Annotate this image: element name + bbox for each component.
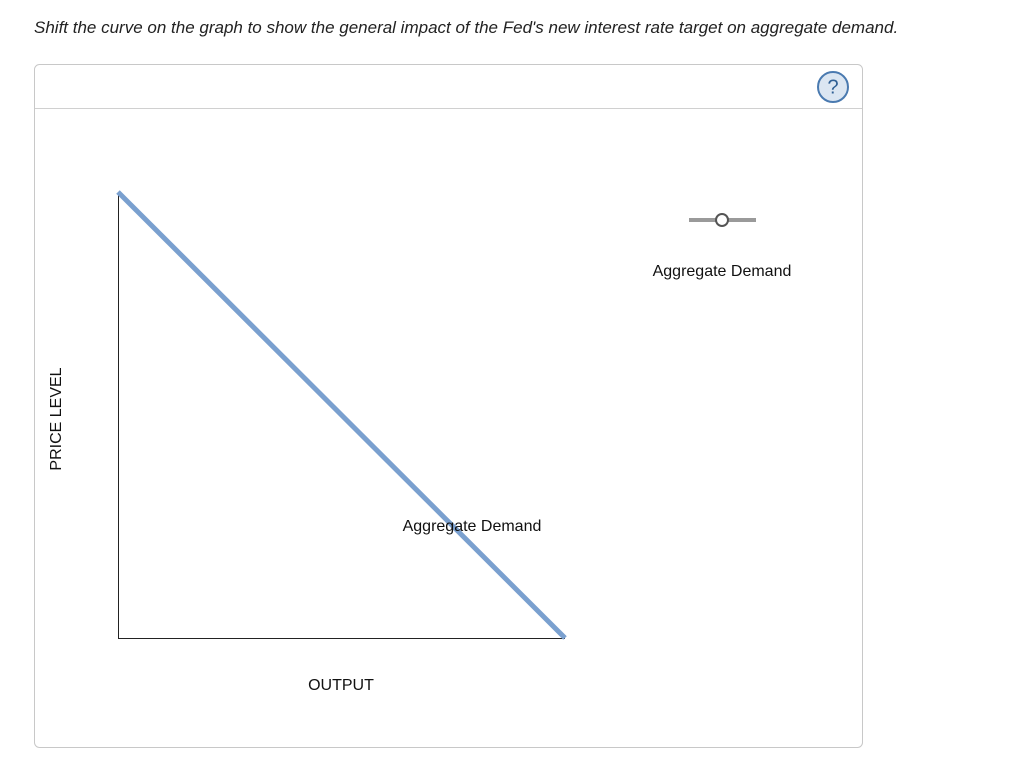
x-axis-label: OUTPUT bbox=[308, 677, 374, 694]
help-button[interactable]: ? bbox=[817, 71, 849, 103]
instruction: Shift the curve on the graph to show the… bbox=[34, 18, 899, 37]
curve-label: Aggregate Demand bbox=[403, 518, 542, 535]
panel-frame bbox=[34, 64, 863, 748]
palette-tool[interactable] bbox=[689, 213, 756, 227]
tool-handle[interactable] bbox=[715, 213, 729, 227]
tool-label: Aggregate Demand bbox=[653, 263, 792, 280]
help-icon[interactable]: ? bbox=[827, 76, 838, 98]
aggregate-demand-curve[interactable] bbox=[116, 190, 567, 640]
help-circle[interactable] bbox=[817, 71, 849, 103]
y-axis-label: PRICE LEVEL bbox=[48, 367, 65, 470]
